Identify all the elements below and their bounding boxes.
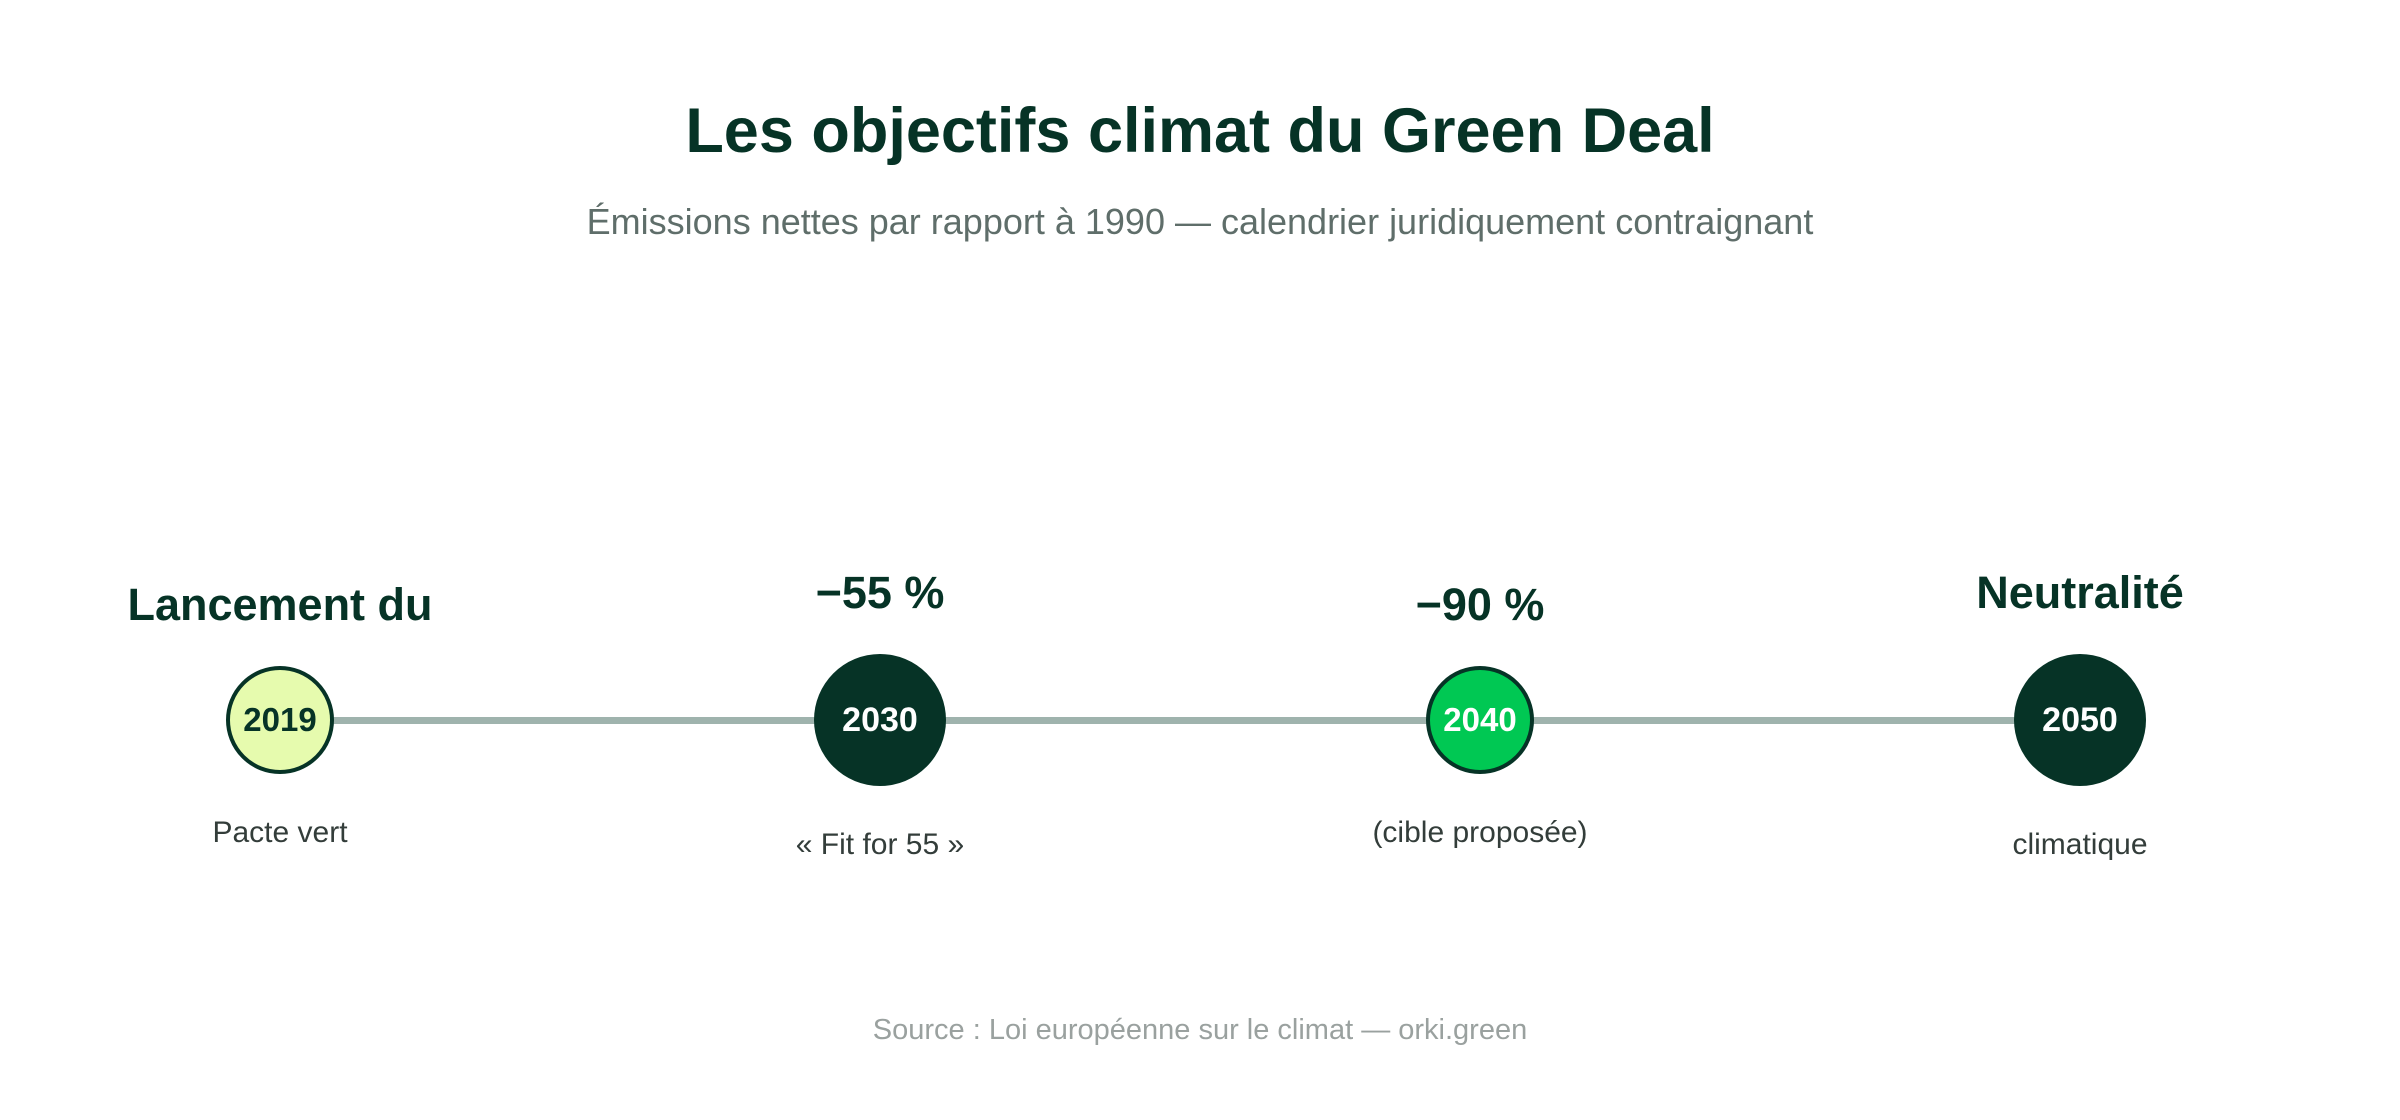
milestone-caption: climatique	[2012, 828, 2148, 861]
milestone-year: 2050	[2042, 700, 2118, 739]
milestone-headline: Lancement du	[127, 579, 433, 630]
milestone-node-2019: 2019	[226, 666, 334, 774]
milestone-node-2040: 2040	[1426, 666, 1534, 774]
milestone-headline: Neutralité	[1976, 567, 2184, 618]
milestone-node-2050: 2050	[2014, 654, 2146, 786]
timeline-line	[280, 717, 2080, 724]
milestone-caption: (cible proposée)	[1372, 816, 1588, 849]
source-note: Source : Loi européenne sur le climat — …	[872, 1014, 1528, 1046]
milestone-headline: −55 %	[815, 567, 945, 618]
milestone-year: 2030	[842, 700, 918, 739]
page-title: Les objectifs climat du Green Deal	[685, 96, 1715, 166]
milestone-caption: Pacte vert	[212, 816, 348, 849]
page-subtitle: Émissions nettes par rapport à 1990 — ca…	[586, 201, 1814, 242]
milestone-year: 2019	[243, 701, 317, 738]
milestone-year: 2040	[1443, 701, 1517, 738]
milestone-node-2030: 2030	[814, 654, 946, 786]
milestone-headline: −90 %	[1415, 579, 1545, 630]
milestone-caption: « Fit for 55 »	[795, 828, 965, 861]
